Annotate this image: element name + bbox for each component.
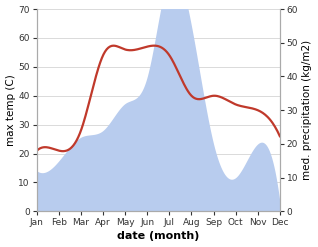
X-axis label: date (month): date (month)	[117, 231, 199, 242]
Y-axis label: med. precipitation (kg/m2): med. precipitation (kg/m2)	[302, 40, 313, 180]
Y-axis label: max temp (C): max temp (C)	[5, 74, 16, 146]
